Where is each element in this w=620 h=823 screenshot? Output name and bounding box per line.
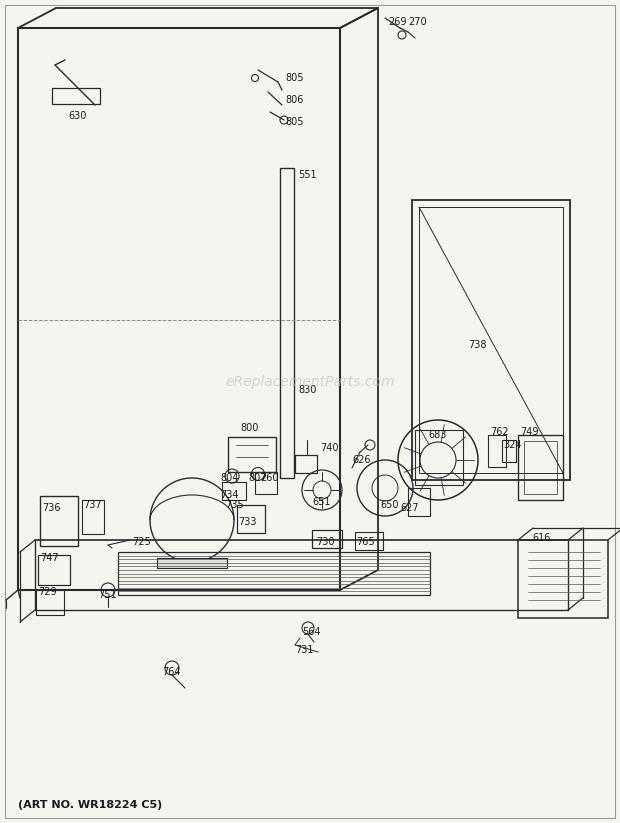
- Text: (ART NO. WR18224 C5): (ART NO. WR18224 C5): [18, 800, 162, 810]
- Text: eReplacementParts.com: eReplacementParts.com: [225, 374, 395, 388]
- Bar: [82, 500, 104, 534]
- Text: 738: 738: [468, 340, 487, 350]
- Bar: [38, 555, 70, 585]
- Text: 733: 733: [238, 517, 257, 527]
- Bar: [228, 437, 276, 472]
- Text: 683: 683: [428, 430, 446, 440]
- Text: 751: 751: [98, 590, 117, 600]
- Bar: [355, 532, 383, 550]
- Text: 260: 260: [260, 473, 278, 483]
- Bar: [255, 472, 277, 494]
- Bar: [518, 540, 608, 618]
- Text: 805: 805: [285, 117, 304, 127]
- Text: 830: 830: [298, 385, 316, 395]
- Bar: [280, 168, 294, 478]
- Bar: [295, 455, 317, 473]
- Bar: [408, 488, 430, 516]
- Text: 736: 736: [42, 503, 61, 513]
- Text: 764: 764: [162, 667, 180, 677]
- Bar: [518, 435, 563, 500]
- Text: 630: 630: [68, 111, 86, 121]
- Text: 564: 564: [302, 627, 321, 637]
- Text: 749: 749: [520, 427, 539, 437]
- Bar: [36, 590, 64, 615]
- Text: 740: 740: [320, 443, 339, 453]
- Text: 324: 324: [503, 440, 521, 450]
- Bar: [419, 207, 563, 473]
- Text: 805: 805: [285, 73, 304, 83]
- Text: 651: 651: [312, 497, 330, 507]
- Bar: [524, 441, 557, 494]
- Text: 626: 626: [352, 455, 371, 465]
- Bar: [415, 430, 463, 485]
- Text: 729: 729: [38, 587, 56, 597]
- Text: 747: 747: [40, 553, 59, 563]
- Text: 734: 734: [220, 490, 239, 500]
- Text: 616: 616: [532, 533, 551, 543]
- Text: 650: 650: [380, 500, 399, 510]
- Text: 806: 806: [285, 95, 303, 105]
- Text: 735: 735: [225, 500, 244, 510]
- Bar: [412, 200, 570, 480]
- Bar: [52, 88, 100, 104]
- Text: 762: 762: [490, 427, 508, 437]
- Bar: [502, 440, 516, 462]
- Bar: [40, 496, 78, 546]
- Text: 804: 804: [220, 473, 238, 483]
- Text: 551: 551: [298, 170, 317, 180]
- Text: 765: 765: [356, 537, 374, 547]
- Text: 731: 731: [295, 645, 314, 655]
- Text: 800: 800: [240, 423, 259, 433]
- Bar: [312, 530, 342, 548]
- Text: 725: 725: [132, 537, 151, 547]
- Text: 807: 807: [248, 473, 267, 483]
- Text: 627: 627: [400, 503, 419, 513]
- Text: 730: 730: [316, 537, 335, 547]
- Bar: [222, 482, 246, 500]
- Text: 269: 269: [388, 17, 407, 27]
- Bar: [118, 552, 430, 595]
- Bar: [237, 505, 265, 533]
- Text: 270: 270: [408, 17, 427, 27]
- Text: 737: 737: [83, 500, 102, 510]
- Bar: [157, 558, 227, 568]
- Bar: [488, 435, 506, 467]
